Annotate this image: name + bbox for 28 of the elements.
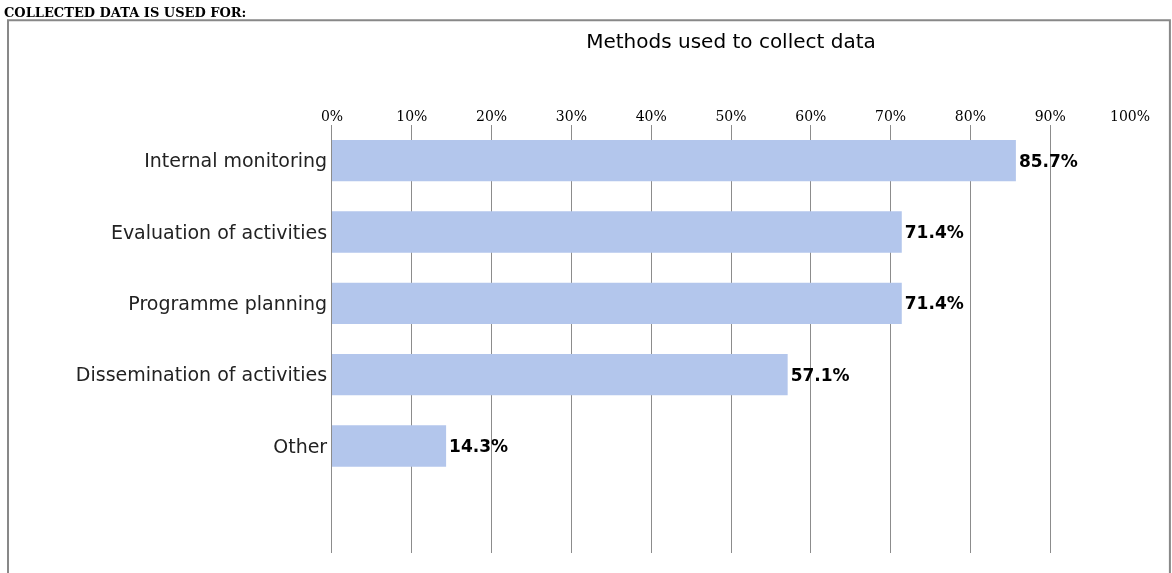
x-tick-label: 40% [635, 108, 667, 125]
data-label: 71.4% [904, 293, 964, 314]
text: COLLECTED DATA IS USED FOR: [4, 5, 247, 20]
y-tick-label: Dissemination of activities [75, 363, 328, 386]
x-tick-label: 0% [320, 108, 344, 125]
bar [332, 282, 902, 325]
data-label: 85.7% [1018, 150, 1078, 171]
bar [332, 353, 788, 396]
data-label: 71.4% [904, 222, 964, 242]
bar [332, 139, 1016, 182]
x-tick-label: 20% [476, 108, 508, 125]
x-tick-label: 70% [875, 108, 907, 125]
chart-title: Methods used to collect data [586, 29, 876, 54]
data-label: 57.1% [790, 364, 850, 385]
y-tick-label: Internal monitoring [144, 149, 328, 172]
x-tick-label: 60% [795, 108, 827, 125]
x-tick-label: 30% [555, 108, 587, 125]
x-tick-label: 90% [1034, 108, 1066, 125]
data-label: 14.3% [449, 436, 509, 456]
y-tick-label: Other [273, 434, 328, 457]
bar [332, 211, 902, 253]
x-tick-label: 80% [954, 108, 986, 125]
bar [332, 425, 447, 467]
y-tick-label: Evaluation of activities [110, 220, 328, 243]
x-tick-label: 100% [1109, 108, 1151, 125]
x-tick-label: 50% [715, 108, 747, 125]
x-tick-label: 10% [396, 108, 428, 125]
y-tick-label: Programme planning [128, 291, 328, 314]
